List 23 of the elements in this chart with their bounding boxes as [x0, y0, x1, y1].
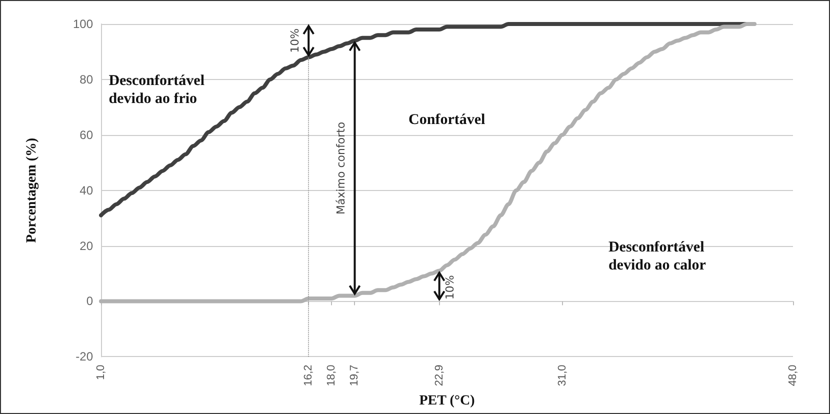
annotation: Desconfortável devido ao frio	[108, 72, 204, 107]
x-tick-label: 1,0	[95, 364, 107, 380]
y-tick-label: -20	[76, 350, 94, 364]
y-tick-label: 0	[86, 294, 94, 308]
y-tick-label: 40	[80, 183, 94, 198]
annotation: Desconfortável devido ao calor	[608, 239, 706, 274]
x-axis-title: PET (°C)	[419, 394, 476, 408]
y-tick-label: 20	[80, 238, 94, 253]
annotation: 10%	[443, 275, 456, 300]
x-tick-label: 31,0	[556, 364, 568, 386]
line-series	[99, 22, 757, 304]
x-tick-label: 18,0	[326, 364, 338, 386]
x-tick-label: 48,0	[787, 364, 799, 386]
annotation: 10%	[288, 28, 302, 53]
x-tick-label: 16,2	[302, 364, 315, 386]
y-axis-title: Porcentagem (%)	[24, 137, 40, 243]
annotation: Confortável	[408, 112, 486, 128]
annotation: Máximo conforto	[334, 122, 348, 214]
y-tick-label: 60	[80, 128, 94, 142]
y-tick-label: 100	[72, 17, 94, 31]
x-tick-label: 22,9	[433, 364, 446, 386]
y-tick-label: 80	[80, 72, 94, 86]
x-tick-label: 19,7	[348, 364, 361, 386]
